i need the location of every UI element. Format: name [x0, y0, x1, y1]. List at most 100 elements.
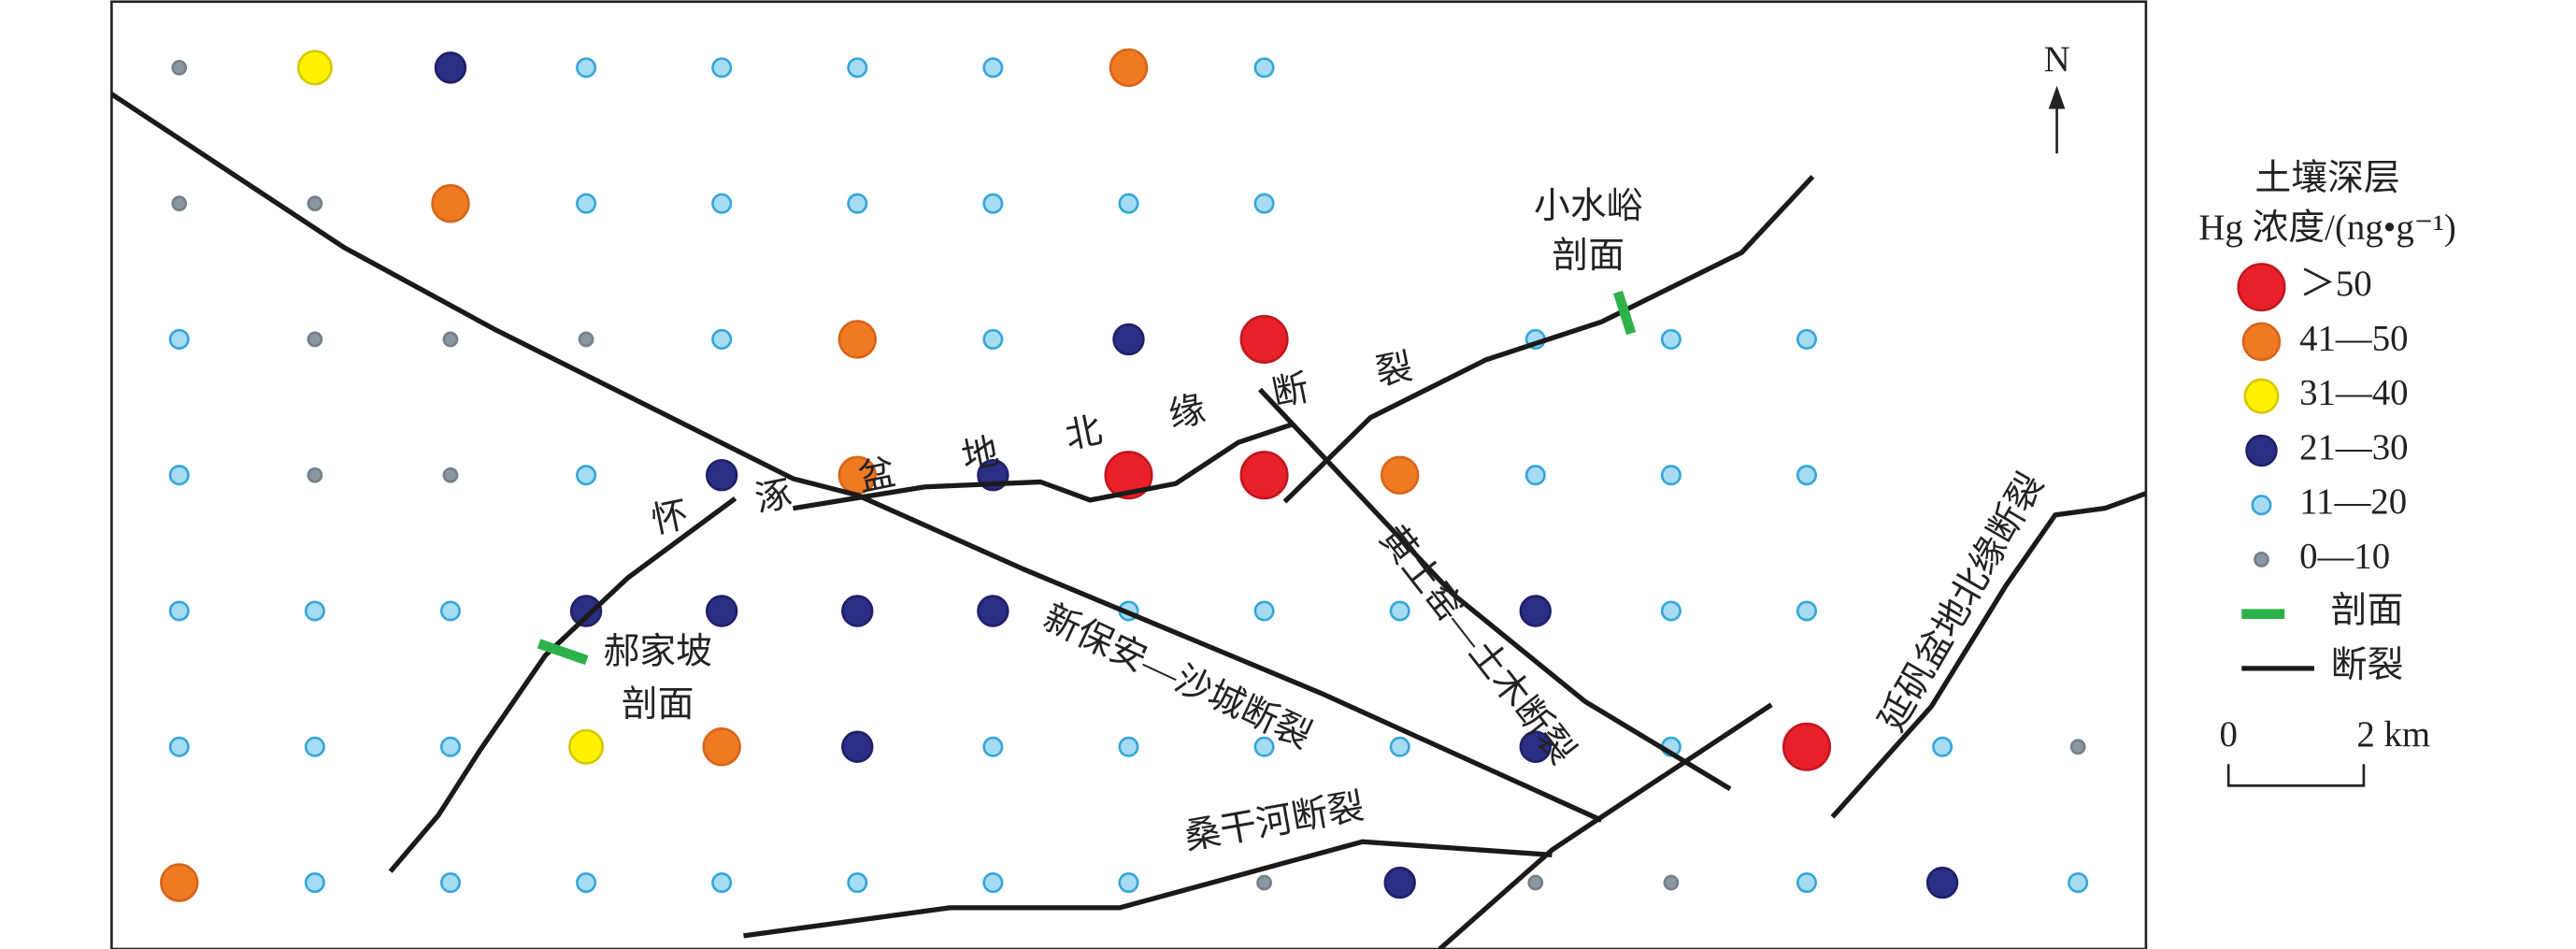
- sample-point: [304, 872, 325, 894]
- sample-point: [977, 595, 1009, 627]
- sample-point: [578, 331, 594, 348]
- sample-point: [439, 600, 462, 622]
- fault-label-text: 怀涿盆地北缘断裂: [648, 347, 1415, 541]
- scale-bar: [2226, 764, 2366, 787]
- sample-point: [847, 57, 868, 79]
- legend-title: Hg 浓度/(ng•g⁻¹): [2198, 208, 2455, 248]
- sample-point: [1782, 722, 1832, 771]
- sample-point: [576, 465, 597, 486]
- sample-point: [434, 51, 467, 84]
- sample-points: [160, 48, 2089, 902]
- legend-symbol: [2237, 263, 2286, 312]
- sample-point: [568, 728, 605, 765]
- fault-label: 新保安—沙城断裂: [1038, 597, 1318, 756]
- sample-point: [711, 328, 733, 350]
- fault-label: 延矾盆地北缘断裂: [1871, 467, 2052, 739]
- fault-line: [793, 422, 1295, 511]
- sample-point: [2069, 739, 2086, 755]
- legend-label: 0—10: [2299, 536, 2390, 576]
- legend-label: 41—50: [2299, 318, 2408, 358]
- profile-mark: [1612, 290, 1637, 336]
- sample-point: [1524, 465, 1546, 486]
- sample-point: [1796, 600, 1818, 622]
- sample-point: [576, 57, 597, 79]
- profile-label: 剖面: [622, 684, 694, 725]
- sample-point: [1519, 595, 1552, 627]
- legend-symbol: [2245, 434, 2278, 467]
- map-frame: [110, 0, 2148, 949]
- legend-symbol: [2243, 378, 2280, 414]
- sample-point: [576, 193, 597, 214]
- legend-label: 断裂: [2331, 645, 2404, 685]
- faults: [109, 92, 2147, 949]
- sample-point: [1519, 730, 1552, 763]
- sample-point: [1527, 874, 1544, 891]
- sample-point: [982, 193, 1004, 214]
- fault-line: [388, 496, 737, 873]
- legend-title: 土壤深层: [2254, 158, 2399, 198]
- sample-point: [1383, 866, 1416, 899]
- scale-label: 2 km: [2356, 714, 2430, 755]
- sample-point: [171, 195, 188, 212]
- north-arrow-head: [2048, 85, 2066, 109]
- sample-point: [1925, 866, 1959, 899]
- sample-point: [1239, 314, 1289, 364]
- profile-label: 剖面: [1552, 236, 1624, 276]
- sample-point: [442, 331, 459, 348]
- legend-symbol: [2251, 495, 2272, 516]
- fault-label: 黄土窑—土木断裂: [1372, 518, 1582, 771]
- profile-mark: [537, 639, 589, 666]
- sample-point: [168, 736, 190, 757]
- sample-point: [982, 872, 1004, 894]
- legend-label: 21—30: [2299, 427, 2408, 467]
- fault-line: [1438, 702, 1773, 949]
- sample-point: [705, 458, 738, 492]
- sample-point: [2068, 872, 2089, 894]
- fault-line: [109, 92, 1603, 823]
- sample-point: [841, 595, 874, 627]
- sample-point: [711, 57, 733, 79]
- sample-point: [711, 872, 733, 894]
- sample-point: [160, 863, 199, 902]
- sample-point: [1663, 874, 1680, 891]
- sample-point: [439, 872, 462, 894]
- sample-point: [307, 331, 323, 348]
- fault-line: [1830, 491, 2147, 819]
- sample-point: [982, 57, 1004, 79]
- sample-point: [847, 872, 868, 894]
- sample-point: [168, 328, 190, 350]
- sample-point: [1796, 465, 1818, 486]
- sample-point: [1660, 600, 1682, 622]
- sample-point: [569, 595, 603, 627]
- sample-point: [1389, 600, 1410, 622]
- fault-label: 怀涿盆地北缘断裂: [648, 347, 1415, 541]
- legend-label: ＞50: [2299, 264, 2372, 304]
- sample-point: [1118, 193, 1139, 214]
- sample-point: [442, 467, 459, 483]
- sample-point: [1389, 736, 1410, 757]
- profile-label: 小水峪: [1534, 186, 1643, 226]
- sample-point: [1104, 451, 1153, 500]
- sample-point: [1660, 465, 1682, 486]
- sample-point: [1660, 328, 1682, 350]
- fault-line: [1282, 175, 1815, 504]
- sample-point: [307, 195, 323, 212]
- sample-point: [296, 50, 333, 86]
- sample-point: [168, 465, 190, 486]
- sample-point: [576, 872, 597, 894]
- scale-label: 0: [2219, 714, 2237, 755]
- sample-point: [304, 600, 325, 622]
- sample-point: [1112, 323, 1145, 356]
- sample-point: [1239, 451, 1289, 500]
- fault-line: [743, 839, 1553, 939]
- sample-point: [307, 467, 323, 483]
- sample-point: [1256, 874, 1272, 891]
- legend: 土壤深层 Hg 浓度/(ng•g⁻¹) ＞50 41—50 31—40 21—30 11…: [2198, 158, 2455, 685]
- legend-label: 31—40: [2299, 373, 2408, 413]
- sample-point: [847, 193, 868, 214]
- sample-point: [1380, 455, 1420, 495]
- north-label: N: [2044, 39, 2070, 79]
- legend-label: 剖面: [2331, 591, 2404, 631]
